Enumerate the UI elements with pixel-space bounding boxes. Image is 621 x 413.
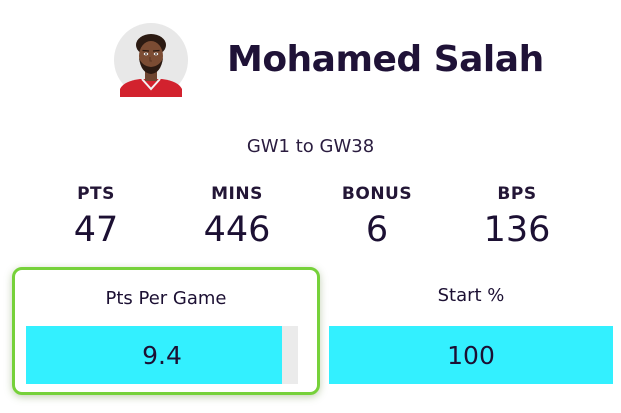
stat-bps: BPS 136: [452, 184, 582, 250]
stat-value: 6: [365, 210, 389, 250]
start-percent-label: Start %: [437, 285, 505, 306]
stat-label: BONUS: [341, 184, 413, 204]
stat-value: 446: [203, 210, 271, 250]
stat-value: 47: [73, 210, 119, 250]
stat-bonus: BONUS 6: [312, 184, 442, 250]
stat-pts: PTS 47: [31, 184, 161, 250]
stat-label: MINS: [211, 184, 263, 204]
start-percent-bar: 100: [329, 326, 613, 384]
player-name: Mohamed Salah: [227, 39, 544, 80]
pts-per-game-bar: 9.4: [26, 326, 298, 384]
start-percent-bar-fill: [329, 326, 613, 384]
stat-value: 136: [483, 210, 551, 250]
pts-per-game-bar-fill: [26, 326, 282, 384]
player-avatar-icon: [114, 23, 188, 97]
pts-per-game-label: Pts Per Game: [105, 288, 227, 309]
start-percent-panel[interactable]: Start % 100: [326, 267, 616, 395]
start-percent-value: 100: [447, 340, 495, 370]
stat-label: PTS: [77, 184, 115, 204]
gameweek-range: GW1 to GW38: [246, 136, 375, 157]
stat-label: BPS: [497, 184, 537, 204]
stat-mins: MINS 446: [172, 184, 302, 250]
pts-per-game-value: 9.4: [142, 340, 182, 370]
pts-per-game-panel[interactable]: Pts Per Game 9.4: [12, 267, 320, 395]
